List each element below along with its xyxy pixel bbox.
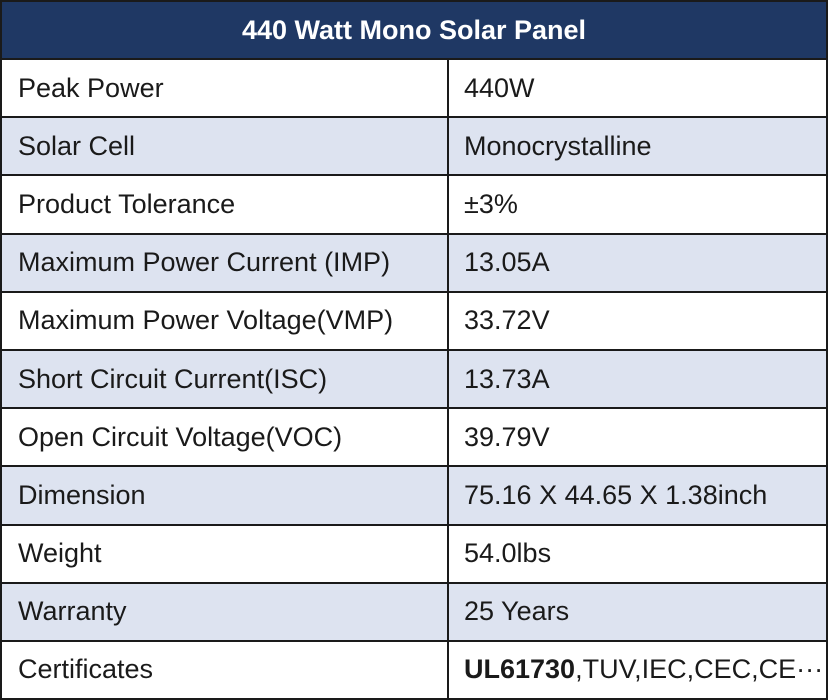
table-body: Peak Power 440W Solar Cell Monocrystalli… (2, 60, 826, 699)
row-label: Solar Cell (2, 118, 449, 175)
row-value: ±3% (464, 188, 518, 219)
row-value: 13.05A (464, 247, 550, 278)
table-row-imp: Maximum Power Current (IMP) 13.05A (2, 234, 826, 293)
table-title: 440 Watt Mono Solar Panel (2, 2, 826, 60)
row-value: 39.79V (464, 421, 550, 452)
row-value: 75.16 X 44.65 X 1.38inch (464, 479, 768, 510)
row-label: Peak Power (2, 60, 449, 117)
row-value: 13.73A (464, 363, 550, 394)
table-row-peak-power: Peak Power 440W (2, 60, 826, 119)
table-row-certificates: Certificates UL61730 ,TUV,IEC,CEC,CE··· (2, 641, 826, 699)
table-row-product-tolerance: Product Tolerance ±3% (2, 176, 826, 235)
table-row-vmp: Maximum Power Voltage(VMP) 33.72V (2, 292, 826, 351)
row-label: Dimension (2, 467, 449, 524)
certificate-primary: UL61730 (464, 654, 576, 685)
certificate-others: ,TUV,IEC,CEC,CE··· (575, 654, 824, 685)
table-row-weight: Weight 54.0lbs (2, 525, 826, 584)
row-value: 54.0lbs (464, 538, 552, 569)
row-label: Weight (2, 525, 449, 582)
table-row-solar-cell: Solar Cell Monocrystalline (2, 118, 826, 177)
row-label: Product Tolerance (2, 176, 449, 233)
row-value: 33.72V (464, 305, 550, 336)
row-value: 440W (464, 72, 535, 103)
table-row-voc: Open Circuit Voltage(VOC) 39.79V (2, 409, 826, 468)
row-label: Maximum Power Voltage(VMP) (2, 292, 449, 349)
row-label: Warranty (2, 583, 449, 640)
table-row-dimension: Dimension 75.16 X 44.65 X 1.38inch (2, 467, 826, 526)
row-label: Short Circuit Current(ISC) (2, 350, 449, 408)
row-label: Open Circuit Voltage(VOC) (2, 409, 449, 466)
row-value: UL61730 ,TUV,IEC,CEC,CE··· (449, 642, 826, 698)
row-value: 25 Years (464, 596, 570, 627)
row-label: Certificates (2, 641, 449, 699)
table-row-warranty: Warranty 25 Years (2, 583, 826, 642)
row-value: Monocrystalline (464, 130, 652, 161)
row-label: Maximum Power Current (IMP) (2, 234, 449, 291)
table-row-isc: Short Circuit Current(ISC) 13.73A (2, 350, 826, 410)
